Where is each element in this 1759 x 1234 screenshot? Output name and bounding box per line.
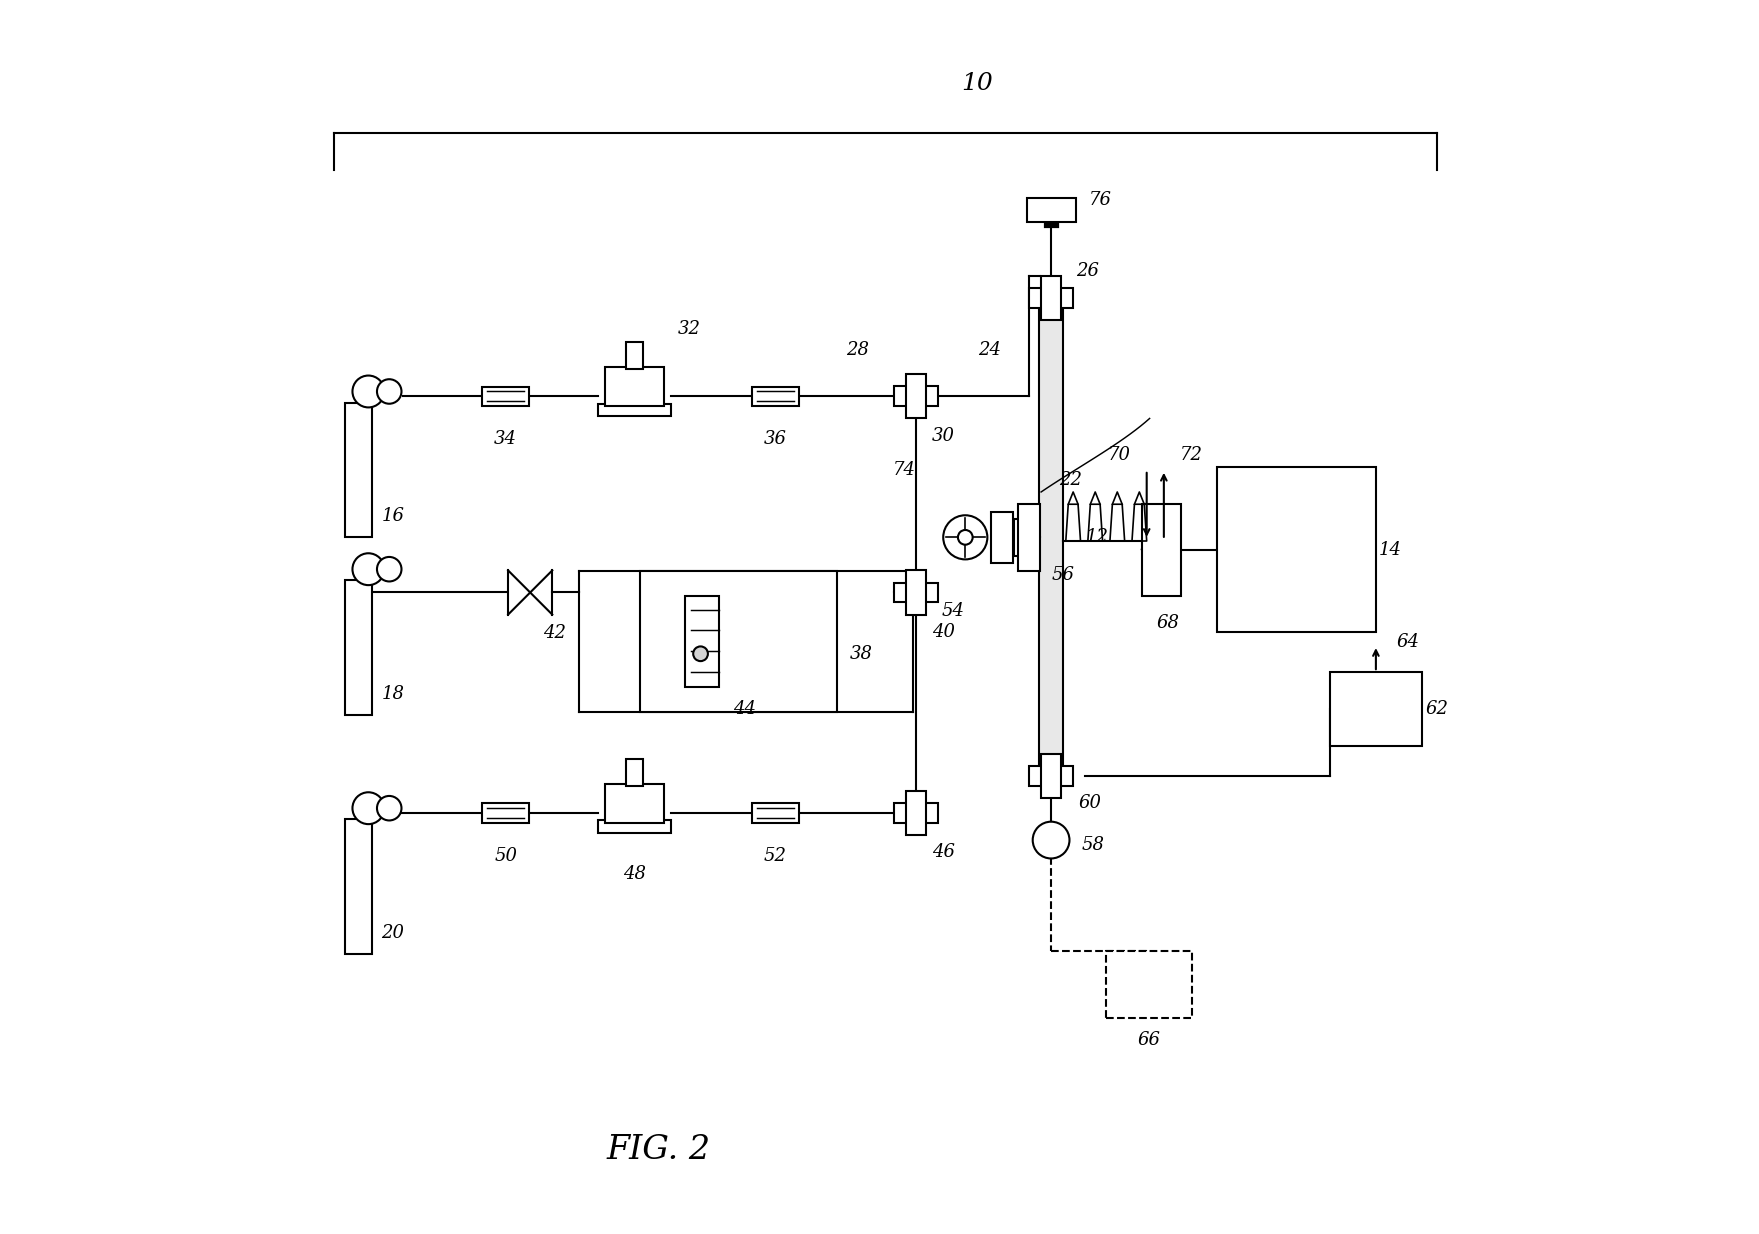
Bar	[626, 343, 644, 369]
Bar	[894, 386, 938, 406]
Text: 24: 24	[978, 341, 1001, 359]
Text: 32: 32	[677, 320, 702, 338]
Bar	[753, 803, 799, 823]
Text: 12: 12	[1085, 528, 1110, 547]
Text: 56: 56	[1052, 566, 1075, 585]
Text: 34: 34	[494, 431, 517, 448]
Bar	[1018, 503, 1040, 571]
Text: 28: 28	[846, 341, 869, 359]
Bar	[605, 784, 663, 823]
Bar	[345, 580, 373, 714]
Text: 36: 36	[763, 431, 786, 448]
Bar	[345, 819, 373, 954]
Text: 64: 64	[1397, 633, 1420, 650]
Text: 44: 44	[734, 700, 756, 718]
Circle shape	[376, 379, 401, 404]
Text: 20: 20	[382, 924, 405, 943]
Circle shape	[352, 792, 383, 824]
Bar	[482, 386, 529, 406]
Text: 70: 70	[1108, 447, 1131, 464]
Bar	[1217, 466, 1376, 632]
Text: 18: 18	[382, 685, 405, 703]
Bar	[482, 803, 529, 823]
Text: 48: 48	[623, 865, 646, 884]
Bar	[906, 374, 927, 418]
Text: 40: 40	[932, 623, 955, 640]
Bar	[684, 596, 719, 687]
Text: 72: 72	[1179, 447, 1203, 464]
Bar	[1041, 754, 1061, 798]
Bar	[1027, 197, 1075, 222]
Text: 76: 76	[1089, 191, 1112, 210]
Text: 66: 66	[1138, 1030, 1161, 1049]
Bar	[1041, 276, 1061, 321]
Text: 60: 60	[1078, 795, 1101, 812]
Text: 62: 62	[1425, 700, 1448, 718]
Circle shape	[376, 557, 401, 581]
Circle shape	[352, 375, 383, 407]
Bar	[626, 759, 644, 786]
Circle shape	[376, 796, 401, 821]
Circle shape	[1033, 822, 1069, 859]
Bar	[894, 803, 938, 823]
Circle shape	[959, 529, 973, 544]
Bar	[1106, 951, 1193, 1018]
Text: 46: 46	[932, 843, 955, 861]
Bar	[1330, 673, 1421, 745]
Bar	[990, 512, 1013, 563]
Text: 22: 22	[1059, 470, 1082, 489]
Text: 74: 74	[892, 462, 915, 479]
Bar	[753, 386, 799, 406]
Bar	[1015, 520, 1029, 555]
Bar	[1029, 766, 1073, 786]
Circle shape	[352, 553, 383, 585]
Bar	[906, 570, 927, 615]
Text: FIG. 2: FIG. 2	[607, 1134, 711, 1166]
Bar	[1142, 503, 1180, 596]
Text: 50: 50	[494, 847, 517, 865]
Text: 68: 68	[1156, 615, 1179, 632]
Bar	[906, 791, 927, 835]
Circle shape	[693, 647, 707, 661]
Bar	[640, 571, 837, 712]
Text: 38: 38	[850, 645, 872, 663]
Text: 10: 10	[962, 73, 994, 95]
Bar	[605, 366, 663, 406]
Bar	[1029, 289, 1073, 308]
Text: 16: 16	[382, 507, 405, 526]
Bar	[894, 582, 938, 602]
Text: 58: 58	[1082, 835, 1105, 854]
Bar	[345, 402, 373, 537]
Text: 42: 42	[544, 624, 566, 642]
Text: 30: 30	[932, 427, 955, 444]
Circle shape	[943, 516, 987, 559]
Text: 26: 26	[1077, 263, 1099, 280]
Bar	[598, 821, 672, 833]
Text: 14: 14	[1379, 540, 1402, 559]
Bar	[1040, 299, 1064, 776]
Text: 52: 52	[763, 847, 786, 865]
Text: 54: 54	[941, 602, 964, 619]
Bar	[598, 404, 672, 416]
